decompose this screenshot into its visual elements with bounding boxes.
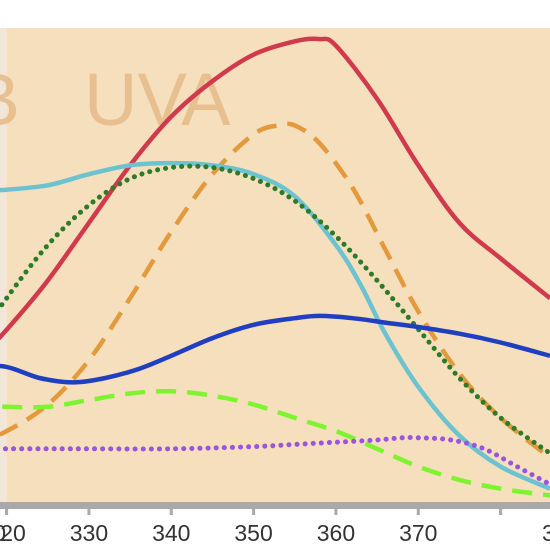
x-tick-label-350: 350 [234, 520, 272, 546]
x-tick-label-370: 370 [399, 520, 437, 546]
band-label-uva: UVA [84, 58, 231, 141]
series-line-7 [0, 435, 550, 487]
x-tick-mark-5 [334, 509, 338, 515]
band-1 [6, 28, 550, 502]
x-tick-label-right-edge: 3 [542, 520, 550, 546]
x-axis-line [0, 502, 550, 509]
series-line-4 [0, 163, 550, 456]
wavelength-bands: B UVA [0, 28, 550, 502]
band-label-b: B [0, 58, 20, 141]
series-line-6 [0, 388, 550, 498]
x-tick-mark-3 [169, 509, 173, 515]
series-line-3 [0, 160, 550, 491]
x-tick-mark-1 [5, 509, 9, 515]
x-tick-mark-6 [416, 509, 420, 515]
x-tick-label-left-edge: 0 [0, 520, 6, 546]
x-axis: 320 330 340 350 360 370 0 3 [0, 502, 550, 546]
x-tick-label-340: 340 [152, 520, 190, 546]
x-tick-label-330: 330 [70, 520, 108, 546]
x-tick-label-320: 320 [0, 520, 26, 546]
series-lines [0, 36, 550, 498]
x-tick-label-360: 360 [317, 520, 355, 546]
x-tick-mark-4 [252, 509, 256, 515]
x-tick-mark-2 [87, 509, 91, 515]
series-line-5 [0, 313, 550, 385]
series-line-2 [0, 121, 550, 460]
x-tick-mark-7 [499, 509, 503, 515]
series-line-1 [0, 36, 550, 341]
band-0 [0, 28, 7, 502]
